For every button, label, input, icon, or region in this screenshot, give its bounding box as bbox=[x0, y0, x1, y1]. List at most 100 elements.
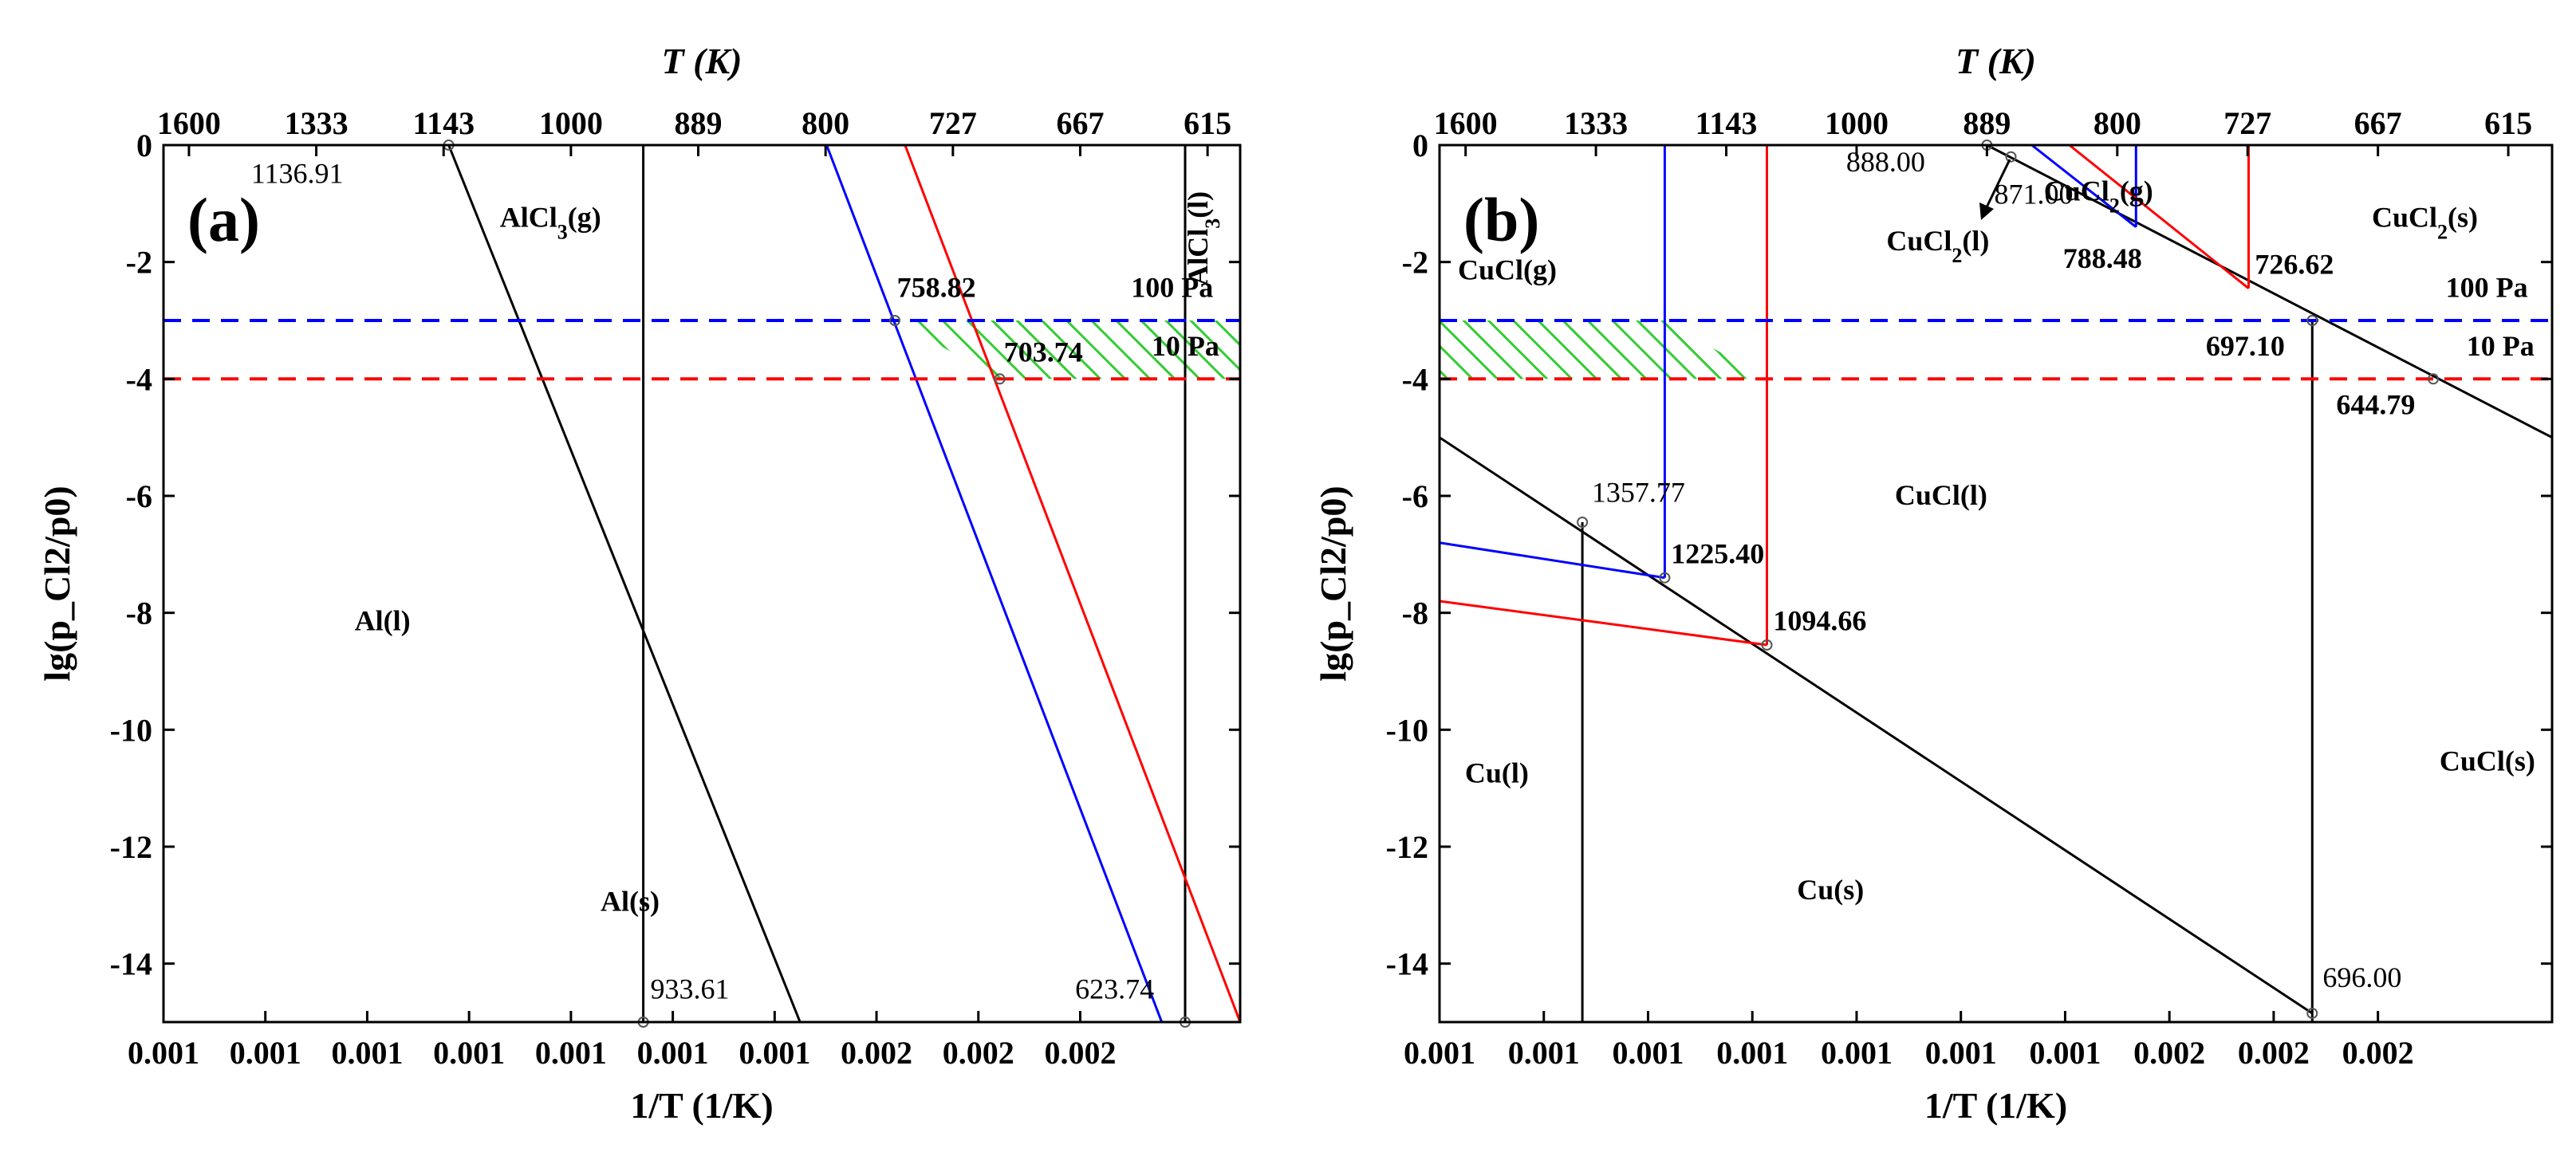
x-tick-label: 0.002 bbox=[943, 1035, 1014, 1071]
y-tick-label: 0 bbox=[136, 128, 152, 163]
y-tick-label: -4 bbox=[126, 361, 152, 397]
region-label-1: Al(l) bbox=[355, 605, 411, 637]
series-line-4 bbox=[1440, 541, 1665, 580]
series-line-4 bbox=[904, 145, 1240, 1022]
series-line-1 bbox=[1440, 436, 2314, 1015]
top-tick-label: 615 bbox=[2484, 105, 2532, 141]
y-tick-label: -2 bbox=[126, 245, 152, 281]
series-line-6 bbox=[1440, 600, 1767, 647]
x-tick-label: 0.001 bbox=[1821, 1035, 1893, 1071]
top-tick-label: 667 bbox=[2354, 105, 2402, 141]
hatched-region bbox=[1440, 320, 1767, 379]
marker-7 bbox=[2306, 1008, 2318, 1019]
annotation-0: 888.00 bbox=[1846, 146, 1925, 178]
annotation-4: 703.74 bbox=[1004, 336, 1083, 368]
arrow-head bbox=[1979, 203, 1994, 220]
marker-2 bbox=[1577, 517, 1589, 528]
annotation-6: 10 Pa bbox=[1152, 330, 1219, 362]
annotation-11: 10 Pa bbox=[2467, 330, 2535, 362]
region-label-2: Al(s) bbox=[601, 886, 660, 918]
y-tick-label: -6 bbox=[126, 478, 152, 514]
y-tick-label: -14 bbox=[1386, 946, 1428, 982]
x-tick-label: 0.001 bbox=[739, 1035, 810, 1071]
top-tick-label: 800 bbox=[802, 105, 849, 141]
annotation-3: 758.82 bbox=[897, 272, 976, 304]
top-tick-label: 1000 bbox=[1825, 105, 1889, 141]
y-tick-label: -2 bbox=[1402, 245, 1428, 281]
y-tick-label: -10 bbox=[1386, 712, 1428, 748]
top-tick-label: 1333 bbox=[285, 105, 349, 141]
annotation-2: 623.74 bbox=[1075, 973, 1154, 1005]
top-tick-label: 1000 bbox=[539, 105, 603, 141]
x-tick-label: 0.001 bbox=[1508, 1035, 1580, 1071]
marker-1 bbox=[2005, 151, 2017, 163]
hatched-region bbox=[895, 320, 1240, 379]
region-label-3: CuCl(g) bbox=[1458, 254, 1557, 286]
y-tick-label: -6 bbox=[1402, 478, 1428, 514]
annotation-8: 644.79 bbox=[2336, 388, 2415, 420]
x-tick-label: 0.001 bbox=[1925, 1035, 1997, 1071]
x-tick-label: 0.002 bbox=[841, 1035, 912, 1071]
top-tick-label: 667 bbox=[1056, 105, 1104, 141]
x-tick-label: 0.002 bbox=[2238, 1035, 2310, 1071]
x-tick-label: 0.001 bbox=[637, 1035, 709, 1071]
annotation-5: 100 Pa bbox=[1131, 272, 1213, 304]
region-label-4: CuCl(l) bbox=[1895, 479, 1987, 511]
series-line-8 bbox=[2030, 145, 2137, 228]
x-tick-label: 0.002 bbox=[1044, 1035, 1116, 1071]
annotation-1: 933.61 bbox=[651, 973, 730, 1005]
plot-area bbox=[163, 145, 1240, 1022]
panel-b: 0 -2 -4 -6 -8 -10 -12 -14 0.001 0.001 0.001 0.001 0.… bbox=[1313, 41, 2554, 1126]
plot-frame bbox=[162, 144, 1242, 1024]
x-tick-label: 0.001 bbox=[535, 1035, 607, 1071]
x-tick-label: 0.001 bbox=[230, 1035, 301, 1071]
region-label-7: CuCl(s) bbox=[2440, 745, 2535, 777]
y-axis-title: lg(p_Cl2/p0) bbox=[1313, 486, 1353, 681]
x-tick-label: 0.001 bbox=[1716, 1035, 1788, 1071]
arrow-annotation bbox=[1984, 159, 2011, 210]
annotation-9: 696.00 bbox=[2322, 961, 2401, 993]
annotation-4: 1357.77 bbox=[1592, 476, 1685, 508]
x-tick-label: 0.001 bbox=[128, 1035, 199, 1071]
region-label-1: CuCl2(s) bbox=[2372, 202, 2478, 244]
y-tick-label: -14 bbox=[110, 946, 152, 982]
x-tick-label: 0.001 bbox=[1404, 1035, 1475, 1071]
y-tick-label: -8 bbox=[1402, 596, 1428, 631]
marker-5 bbox=[2306, 315, 2318, 326]
annotation-7: 697.10 bbox=[2206, 330, 2285, 362]
series-line-10 bbox=[2068, 145, 2250, 289]
annotation-6: 1094.66 bbox=[1773, 605, 1866, 637]
marker-3 bbox=[1659, 572, 1671, 584]
region-label-0: AlCl3(g) bbox=[500, 202, 601, 244]
marker-4 bbox=[1761, 639, 1773, 651]
x-axis-title: 1/T (1/K) bbox=[630, 1085, 773, 1126]
y-tick-label: -4 bbox=[1402, 361, 1428, 397]
x-tick-label: 0.002 bbox=[2133, 1035, 2205, 1071]
x-tick-label: 0.001 bbox=[433, 1035, 505, 1071]
region-label-0: CuCl2(g) bbox=[2044, 175, 2153, 218]
top-tick-label: 1600 bbox=[157, 105, 221, 141]
x-axis-title: 1/T (1/K) bbox=[1924, 1085, 2067, 1126]
top-tick-label: 1143 bbox=[412, 105, 475, 141]
annotation-1: 871.00 bbox=[1995, 178, 2074, 210]
x-tick-label: 0.001 bbox=[331, 1035, 403, 1071]
panel-label: (b) bbox=[1463, 185, 1539, 254]
region-label-2: CuCl2(l) bbox=[1886, 225, 1989, 267]
y-tick-label: 0 bbox=[1412, 128, 1428, 163]
annotation-0: 1136.91 bbox=[251, 158, 344, 190]
marker-4 bbox=[994, 373, 1006, 385]
region-label-6: Cu(s) bbox=[1797, 874, 1864, 906]
panel-label: (a) bbox=[187, 185, 260, 254]
y-axis-title: lg(p_Cl2/p0) bbox=[37, 486, 77, 681]
plot-frame bbox=[1438, 144, 2554, 1024]
y-tick-label: -12 bbox=[110, 829, 152, 865]
series-line-3 bbox=[825, 145, 1164, 1022]
annotation-10: 100 Pa bbox=[2446, 272, 2528, 304]
region-label-3: AlCl3(l) bbox=[1182, 191, 1224, 286]
y-tick-label: -8 bbox=[126, 596, 152, 631]
top-tick-label: 615 bbox=[1184, 105, 1231, 141]
y-tick-label: -10 bbox=[110, 712, 152, 748]
top-tick-label: 1600 bbox=[1434, 105, 1498, 141]
series-line-0 bbox=[447, 145, 802, 1022]
